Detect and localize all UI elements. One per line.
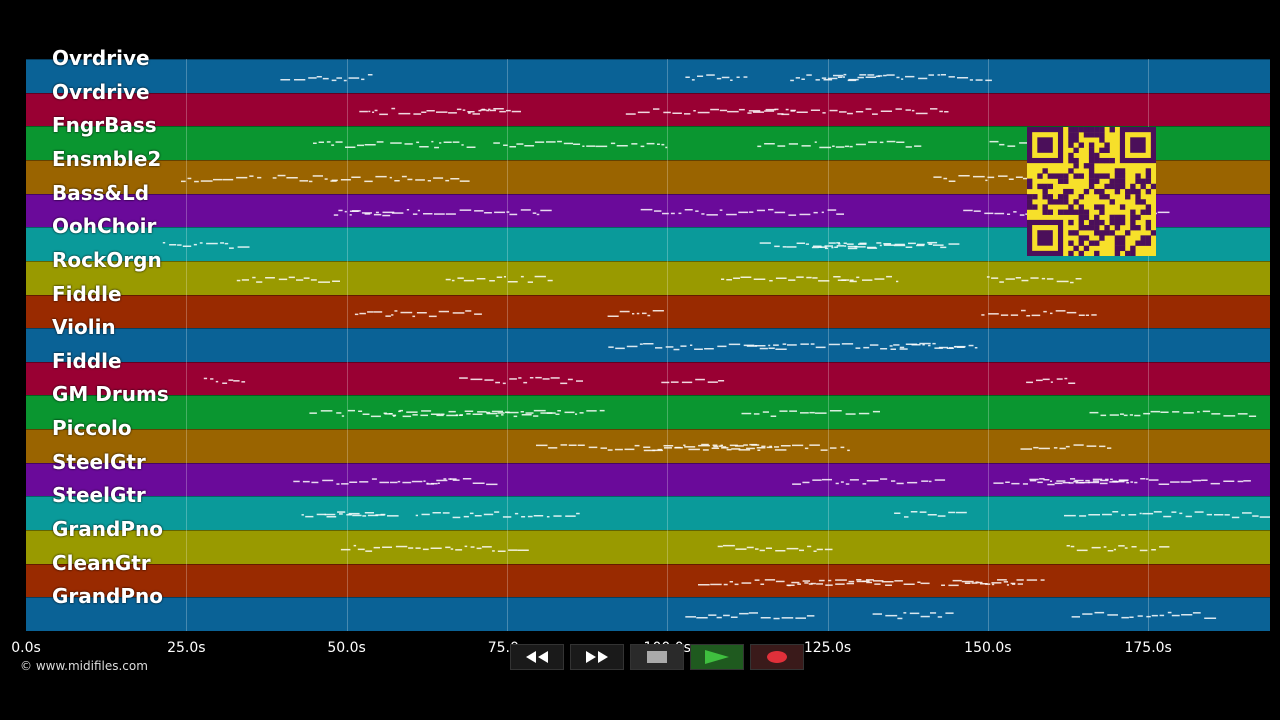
track-label: Violin [52, 315, 116, 340]
note-marks [309, 410, 1257, 418]
track-label: RockOrgn [52, 247, 162, 272]
track-lane [26, 59, 1270, 93]
rewind-icon [526, 651, 548, 663]
note-marks [536, 443, 1112, 452]
note-marks [203, 376, 1076, 384]
note-marks [608, 342, 978, 351]
copyright-text: © www.midifiles.com [20, 659, 148, 673]
grid-line [186, 59, 188, 631]
track-lane [26, 294, 1270, 329]
time-tick-label: 125.0s [803, 640, 852, 656]
note-marks [301, 511, 1270, 519]
track-lane [26, 496, 1270, 531]
track-label: Ensmble2 [52, 146, 162, 171]
time-tick-label: 25.0s [167, 640, 206, 656]
fast-forward-button[interactable] [570, 644, 624, 670]
grid-line [827, 59, 829, 631]
track-label: CleanGtr [52, 550, 151, 575]
track-label: Bass&Ld [52, 180, 150, 205]
grid-line [667, 59, 669, 631]
track-label: Fiddle [52, 281, 122, 306]
track-label: GM Drums [52, 382, 169, 407]
track-label: Ovrdrive [52, 79, 150, 104]
grid-line [506, 59, 508, 631]
note-marks [236, 275, 1082, 284]
record-button[interactable] [750, 644, 804, 670]
stop-icon [647, 651, 667, 663]
note-marks [698, 578, 1045, 586]
track-label: SteelGtr [52, 449, 146, 474]
rewind-button[interactable] [510, 644, 564, 670]
play-button[interactable] [690, 644, 744, 670]
time-tick-label: 150.0s [964, 640, 1012, 656]
transport-controls [510, 644, 804, 670]
note-marks [181, 174, 1054, 183]
grid-line [1148, 59, 1150, 631]
grid-line [987, 59, 989, 631]
note-marks [340, 544, 1170, 553]
track-label: Piccolo [52, 416, 132, 441]
time-tick-label: 0.0s [11, 640, 41, 656]
track-lane [26, 530, 1270, 564]
track-label: GrandPno [52, 517, 163, 542]
track-lane [26, 597, 1270, 631]
note-marks [313, 141, 1150, 149]
track-label: GrandPno [52, 584, 163, 609]
grid-line [346, 59, 348, 631]
record-icon [767, 651, 787, 663]
fast-forward-icon [586, 651, 608, 663]
track-label: FngrBass [52, 113, 157, 138]
time-tick-label: 175.0s [1124, 640, 1172, 656]
track-lane [26, 92, 1270, 127]
track-lane [26, 462, 1270, 497]
track-label: Ovrdrive [52, 46, 150, 70]
track-label: Fiddle [52, 348, 122, 373]
track-lanes [26, 59, 1270, 631]
note-marks [354, 309, 1097, 317]
qr-code [1027, 127, 1157, 257]
track-lane [26, 395, 1270, 430]
track-lane [26, 563, 1270, 598]
play-icon [705, 650, 729, 664]
track-lane [26, 328, 1270, 362]
track-label: SteelGtr [52, 483, 146, 508]
stop-button[interactable] [630, 644, 684, 670]
note-marks [162, 242, 960, 250]
note-marks [293, 477, 1251, 486]
note-marks [685, 612, 1217, 620]
track-lane [26, 361, 1270, 396]
track-label: OohChoir [52, 214, 157, 239]
time-tick-label: 50.0s [327, 640, 366, 656]
note-marks [359, 107, 949, 115]
track-lane [26, 429, 1270, 463]
track-lane [26, 260, 1270, 295]
note-marks [280, 73, 992, 82]
